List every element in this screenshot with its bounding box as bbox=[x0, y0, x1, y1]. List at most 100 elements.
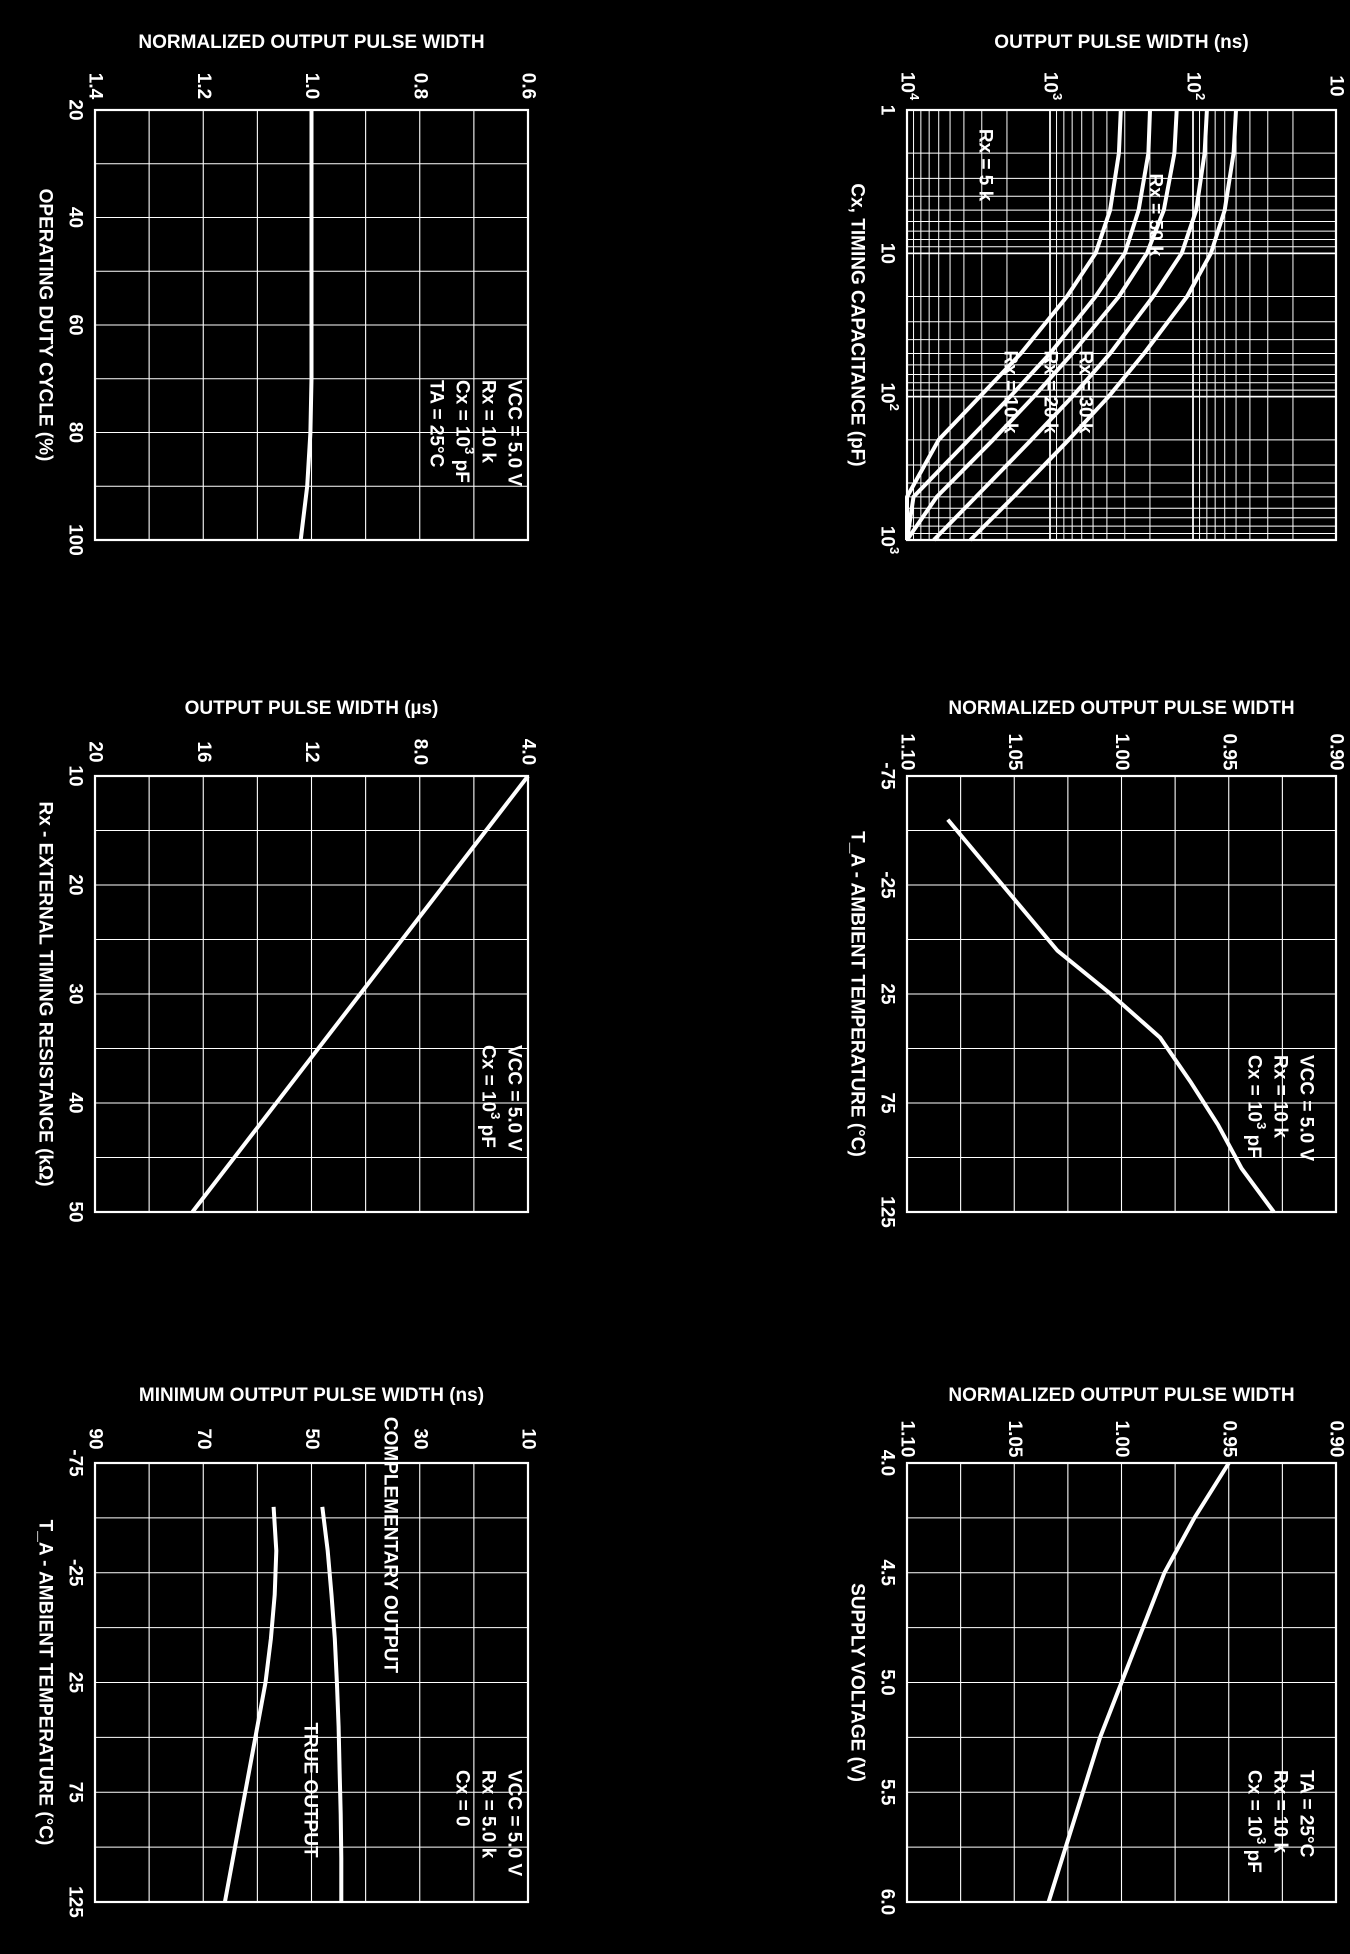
chart-title: MINIMUM OUTPUT PULSE WIDTH (ns) bbox=[139, 1385, 484, 1406]
x-tick-label: 40 bbox=[65, 1092, 86, 1113]
series-label: COMPLEMENTARY OUTPUT bbox=[380, 1417, 401, 1674]
annotation: TA = 25°C bbox=[426, 380, 447, 468]
series-label: Rx = 20 k bbox=[1040, 351, 1061, 434]
y-tick-label: 1.4 bbox=[85, 73, 106, 100]
series-line bbox=[1046, 1461, 1231, 1903]
annotation: TA = 25°C bbox=[1296, 1770, 1317, 1858]
grid bbox=[907, 776, 1336, 1212]
x-tick-label: 10 bbox=[877, 243, 898, 264]
y-tick-label: 0.6 bbox=[518, 73, 539, 99]
y-tick-label: 90 bbox=[85, 1428, 106, 1449]
series-line bbox=[222, 1506, 279, 1903]
chart-title: OUTPUT PULSE WIDTH (ns) bbox=[994, 32, 1248, 53]
x-tick-label: 103 bbox=[877, 526, 903, 554]
chart-minpw-vs-temp: -75 -25 25 75 125 10 30 50 70 90 MINIMUM OUTPUT PU… bbox=[35, 1385, 539, 1918]
chart-title: NORMALIZED OUTPUT PULSE WIDTH bbox=[948, 698, 1294, 719]
annotation: VCC = 5.0 V bbox=[504, 380, 525, 486]
x-tick-label: 25 bbox=[65, 1672, 86, 1694]
x-axis-label: Rx - EXTERNAL TIMING RESISTANCE (kΩ) bbox=[35, 801, 56, 1186]
series-line bbox=[320, 1506, 344, 1902]
y-tick-label: 1.05 bbox=[1004, 734, 1025, 771]
y-tick-label: 70 bbox=[193, 1428, 214, 1449]
x-tick-label: 10 bbox=[65, 765, 86, 786]
chart-pw-vs-rx: 10 20 30 40 50 4.0 8.0 12 16 20 OUTPUT PULSE WIDTH… bbox=[35, 698, 539, 1223]
y-tick-label: 0.90 bbox=[1326, 734, 1347, 771]
y-tick-label: 10 bbox=[518, 1428, 539, 1449]
x-tick-label: 50 bbox=[65, 1201, 86, 1222]
annotation: Cx = 0 bbox=[452, 1770, 473, 1827]
y-tick-label: 1.05 bbox=[1004, 1421, 1025, 1458]
chart-title: NORMALIZED OUTPUT PULSE WIDTH bbox=[138, 32, 484, 53]
series-label: Rx = 30 k bbox=[1075, 351, 1096, 434]
x-tick-label: 102 bbox=[877, 382, 903, 410]
annotation: Rx = 5.0 k bbox=[478, 1770, 499, 1859]
annotation: Rx = 10 k bbox=[1270, 1770, 1291, 1853]
y-tick-label: 12 bbox=[301, 741, 322, 762]
x-tick-label: 60 bbox=[65, 314, 86, 335]
x-tick-label: 30 bbox=[65, 983, 86, 1004]
y-tick-label: 1.10 bbox=[897, 1421, 918, 1458]
annotation: Rx = 10 k bbox=[1270, 1055, 1291, 1138]
x-tick-label: 6.0 bbox=[877, 1889, 898, 1915]
chart-norm-vs-duty: 20 40 60 80 100 0.6 0.8 1.0 1.2 1.4 NORMALIZED OUT… bbox=[35, 32, 539, 556]
annotation: Cx = 103 pF bbox=[1244, 1770, 1270, 1873]
y-tick-label: 1.10 bbox=[897, 734, 918, 771]
y-tick-label: 16 bbox=[193, 741, 214, 762]
chart-norm-vs-vcc: 4.0 4.5 5.0 5.5 6.0 0.90 0.95 1.00 1.05 1.10 NORMA… bbox=[847, 1385, 1347, 1915]
chart-norm-vs-temp: -75 -25 25 75 125 0.90 0.95 1.00 1.05 1.10 NORMALI… bbox=[847, 698, 1347, 1228]
series-line bbox=[946, 818, 1276, 1214]
x-axis-label: T_A - AMBIENT TEMPERATURE (°C) bbox=[35, 1520, 56, 1846]
y-tick-label: 20 bbox=[85, 741, 106, 762]
x-tick-label: 75 bbox=[877, 1092, 898, 1114]
y-tick-label: 0.8 bbox=[409, 73, 430, 99]
y-tick-label: 0.95 bbox=[1218, 734, 1239, 771]
x-tick-label: -25 bbox=[65, 1559, 86, 1587]
annotation: VCC = 5.0 V bbox=[504, 1770, 525, 1876]
annotation: Cx = 103 pF bbox=[452, 380, 478, 483]
grid bbox=[906, 109, 1337, 541]
plot-frame bbox=[905, 108, 1338, 542]
y-tick-label: 1.2 bbox=[193, 73, 214, 99]
y-tick-label: 8.0 bbox=[409, 739, 430, 765]
x-tick-label: 80 bbox=[65, 422, 86, 443]
series-line bbox=[905, 109, 1179, 542]
annotation: Rx = 10 k bbox=[478, 380, 499, 463]
series-line bbox=[932, 109, 1209, 542]
x-tick-label: 4.5 bbox=[877, 1560, 898, 1587]
x-axis-label: Cx, TIMING CAPACITANCE (pF) bbox=[847, 183, 868, 466]
annotation: VCC = 5.0 V bbox=[1296, 1055, 1317, 1161]
x-tick-label: 5.5 bbox=[877, 1779, 898, 1806]
chart-title: NORMALIZED OUTPUT PULSE WIDTH bbox=[948, 1385, 1294, 1406]
x-tick-label: 125 bbox=[65, 1886, 86, 1918]
x-axis-label: SUPPLY VOLTAGE (V) bbox=[847, 1583, 868, 1782]
series-line bbox=[968, 109, 1238, 542]
x-tick-label: 20 bbox=[65, 874, 86, 895]
y-tick-label: 1.00 bbox=[1111, 1421, 1132, 1458]
x-axis-label: OPERATING DUTY CYCLE (%) bbox=[35, 189, 56, 462]
series-line bbox=[298, 110, 314, 541]
y-tick-label: 1.00 bbox=[1111, 734, 1132, 771]
x-tick-label: -75 bbox=[877, 762, 898, 790]
series-label: Rx = 5 k bbox=[975, 129, 996, 202]
y-tick-label: 4.0 bbox=[518, 739, 539, 765]
y-tick-label: 10 bbox=[1326, 75, 1347, 96]
annotation: Cx = 103 pF bbox=[1244, 1055, 1270, 1158]
x-tick-label: 75 bbox=[65, 1782, 86, 1804]
y-tick-label: 0.90 bbox=[1326, 1421, 1347, 1458]
annotation: Cx = 103 pF bbox=[478, 1045, 504, 1148]
series-line bbox=[905, 109, 1152, 541]
y-tick-label: 103 bbox=[1040, 72, 1066, 100]
grid bbox=[95, 1463, 528, 1902]
y-tick-label: 50 bbox=[301, 1428, 322, 1449]
annotation: VCC = 5.0 V bbox=[504, 1045, 525, 1151]
chart-pw-vs-cx: 1 10 102 103 10 102 103 104 OUTPUT PULSE WIDTH (… bbox=[847, 32, 1347, 554]
x-tick-label: 1 bbox=[877, 105, 898, 116]
x-tick-label: 40 bbox=[65, 207, 86, 228]
y-tick-label: 104 bbox=[897, 72, 923, 101]
series-line bbox=[905, 109, 1123, 540]
x-axis-label: T_A - AMBIENT TEMPERATURE (°C) bbox=[847, 831, 868, 1157]
x-tick-label: 25 bbox=[877, 983, 898, 1005]
x-tick-label: 125 bbox=[877, 1196, 898, 1228]
x-tick-label: 100 bbox=[65, 524, 86, 556]
